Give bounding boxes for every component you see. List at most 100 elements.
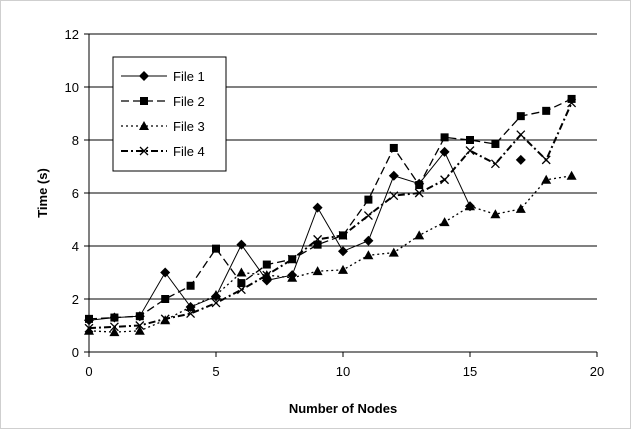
data-point	[312, 202, 323, 213]
data-point	[364, 195, 373, 204]
data-point	[541, 174, 552, 184]
y-tick-label: 2	[72, 292, 79, 307]
data-point	[236, 285, 246, 295]
series-group	[84, 94, 577, 337]
y-tick-label: 0	[72, 345, 79, 360]
data-point	[313, 234, 323, 244]
data-point	[134, 325, 145, 335]
data-point	[414, 188, 424, 198]
data-point	[389, 191, 399, 201]
legend-item: File 4	[121, 144, 205, 159]
legend-box	[112, 56, 227, 172]
data-point	[465, 201, 475, 211]
data-point	[212, 244, 220, 253]
data-point	[160, 267, 171, 278]
data-point	[185, 301, 196, 311]
data-point	[109, 322, 119, 332]
data-point	[135, 312, 144, 321]
data-point	[363, 211, 373, 220]
data-point	[465, 146, 475, 156]
data-point	[363, 250, 374, 260]
y-tick-label: 12	[65, 27, 79, 42]
y-tick-label: 8	[72, 133, 79, 148]
y-tick-label: 10	[65, 80, 79, 95]
y-tick-label: 4	[72, 239, 79, 254]
data-point	[490, 209, 501, 219]
legend-label: File 3	[173, 119, 205, 134]
data-point	[542, 106, 551, 115]
data-point	[566, 170, 577, 180]
legend: File 1 File 2 File 3 File 4	[112, 56, 227, 172]
x-tick-label: 10	[336, 364, 350, 379]
data-point	[440, 133, 449, 142]
data-point	[440, 175, 450, 185]
data-point	[541, 155, 551, 165]
series-line	[88, 102, 573, 330]
data-point	[491, 139, 500, 148]
data-point	[439, 217, 450, 227]
data-point	[516, 130, 526, 140]
data-point	[186, 309, 196, 319]
data-point	[567, 98, 577, 108]
legend-label: File 2	[173, 94, 205, 109]
x-tick-label: 20	[590, 364, 604, 379]
data-point	[516, 112, 525, 121]
data-point	[237, 279, 246, 288]
data-point	[84, 325, 94, 335]
legend-item: File 2	[121, 94, 205, 109]
data-point	[338, 246, 348, 257]
data-point	[388, 170, 399, 181]
tick-labels: 0 2 4 6 8 10 12 0 5 10 15 20	[65, 27, 605, 379]
legend-label: File 1	[173, 69, 205, 84]
x-tick-label: 0	[85, 364, 92, 379]
data-point	[211, 290, 221, 300]
x-tick-label: 5	[212, 364, 219, 379]
data-point	[186, 281, 195, 290]
series-line	[88, 98, 572, 320]
legend-marker	[140, 97, 148, 105]
data-point	[490, 159, 500, 169]
data-point	[287, 272, 298, 282]
data-point	[389, 143, 398, 152]
data-point	[338, 230, 348, 240]
legend-marker	[139, 71, 149, 81]
legend-label: File 4	[173, 144, 205, 159]
x-tick-label: 15	[463, 364, 477, 379]
data-point	[363, 235, 374, 246]
data-point	[388, 247, 399, 257]
data-point	[262, 260, 271, 269]
data-point	[338, 264, 348, 274]
data-point	[567, 94, 576, 103]
legend-item: File 1	[121, 69, 205, 84]
data-point	[414, 230, 425, 240]
data-point	[236, 239, 247, 250]
data-point	[211, 298, 221, 308]
data-point	[110, 313, 119, 322]
data-point	[161, 295, 170, 303]
series-4	[84, 98, 577, 333]
data-point	[439, 146, 450, 157]
data-point	[135, 321, 145, 330]
legend-marker	[139, 121, 149, 130]
y-axis-title: Time (s)	[35, 168, 50, 218]
data-point	[262, 270, 272, 280]
data-point	[160, 314, 170, 324]
data-point	[287, 254, 297, 264]
data-point	[313, 240, 322, 249]
data-point	[415, 181, 424, 190]
data-point	[515, 203, 526, 213]
data-point	[84, 323, 94, 333]
legend-marker	[139, 146, 149, 156]
data-point	[236, 267, 247, 277]
data-point	[85, 314, 93, 323]
y-tick-label: 6	[72, 186, 79, 201]
data-point	[109, 327, 120, 337]
data-point	[466, 136, 474, 144]
x-axis-title: Number of Nodes	[289, 401, 397, 416]
axes	[84, 33, 598, 357]
data-point	[312, 266, 323, 276]
legend-item: File 3	[121, 119, 205, 134]
data-point	[515, 154, 526, 165]
